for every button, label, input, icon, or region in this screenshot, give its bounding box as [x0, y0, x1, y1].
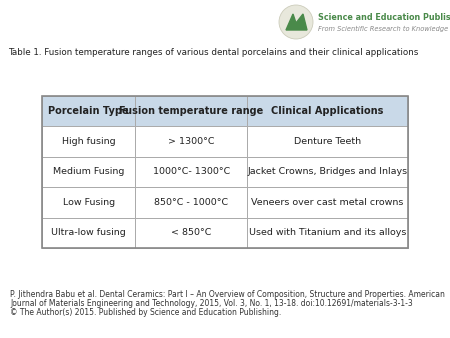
Bar — [247, 96, 408, 126]
Text: 1000°C- 1300°C: 1000°C- 1300°C — [153, 168, 230, 176]
Text: From Scientific Research to Knowledge: From Scientific Research to Knowledge — [318, 26, 448, 32]
Text: Ultra-low fusing: Ultra-low fusing — [51, 228, 126, 237]
Text: < 850°C: < 850°C — [171, 228, 212, 237]
Bar — [247, 218, 408, 248]
Polygon shape — [286, 14, 307, 30]
Text: Jacket Crowns, Bridges and Inlays: Jacket Crowns, Bridges and Inlays — [248, 168, 408, 176]
Bar — [42, 218, 135, 248]
Text: 850°C - 1000°C: 850°C - 1000°C — [154, 198, 228, 207]
Text: > 1300°C: > 1300°C — [168, 137, 214, 146]
Text: Fusion temperature range: Fusion temperature range — [119, 106, 263, 116]
Text: Denture Teeth: Denture Teeth — [294, 137, 361, 146]
Text: P. Jithendra Babu et al. Dental Ceramics: Part I – An Overview of Composition, S: P. Jithendra Babu et al. Dental Ceramics… — [10, 290, 445, 299]
Text: Low Fusing: Low Fusing — [63, 198, 115, 207]
Bar — [42, 157, 135, 187]
Bar — [42, 96, 408, 248]
Text: Table 1. Fusion temperature ranges of various dental porcelains and their clinic: Table 1. Fusion temperature ranges of va… — [8, 48, 419, 57]
Text: Clinical Applications: Clinical Applications — [271, 106, 384, 116]
Bar — [135, 126, 247, 157]
Bar — [247, 157, 408, 187]
Bar — [42, 187, 135, 218]
Bar — [135, 96, 247, 126]
Bar — [135, 218, 247, 248]
Text: Journal of Materials Engineering and Technology, 2015, Vol. 3, No. 1, 13-18. doi: Journal of Materials Engineering and Tec… — [10, 299, 413, 308]
Text: Science and Education Publishing: Science and Education Publishing — [318, 13, 450, 22]
Circle shape — [279, 5, 313, 39]
Text: Used with Titanium and its alloys: Used with Titanium and its alloys — [249, 228, 406, 237]
Text: High fusing: High fusing — [62, 137, 116, 146]
Bar — [135, 187, 247, 218]
Bar — [42, 96, 135, 126]
Bar — [247, 126, 408, 157]
Bar — [42, 126, 135, 157]
Bar — [247, 187, 408, 218]
Text: Medium Fusing: Medium Fusing — [53, 168, 124, 176]
Text: Veneers over cast metal crowns: Veneers over cast metal crowns — [251, 198, 404, 207]
Text: © The Author(s) 2015. Published by Science and Education Publishing.: © The Author(s) 2015. Published by Scien… — [10, 308, 281, 317]
Text: Porcelain Type: Porcelain Type — [48, 106, 129, 116]
Bar — [135, 157, 247, 187]
